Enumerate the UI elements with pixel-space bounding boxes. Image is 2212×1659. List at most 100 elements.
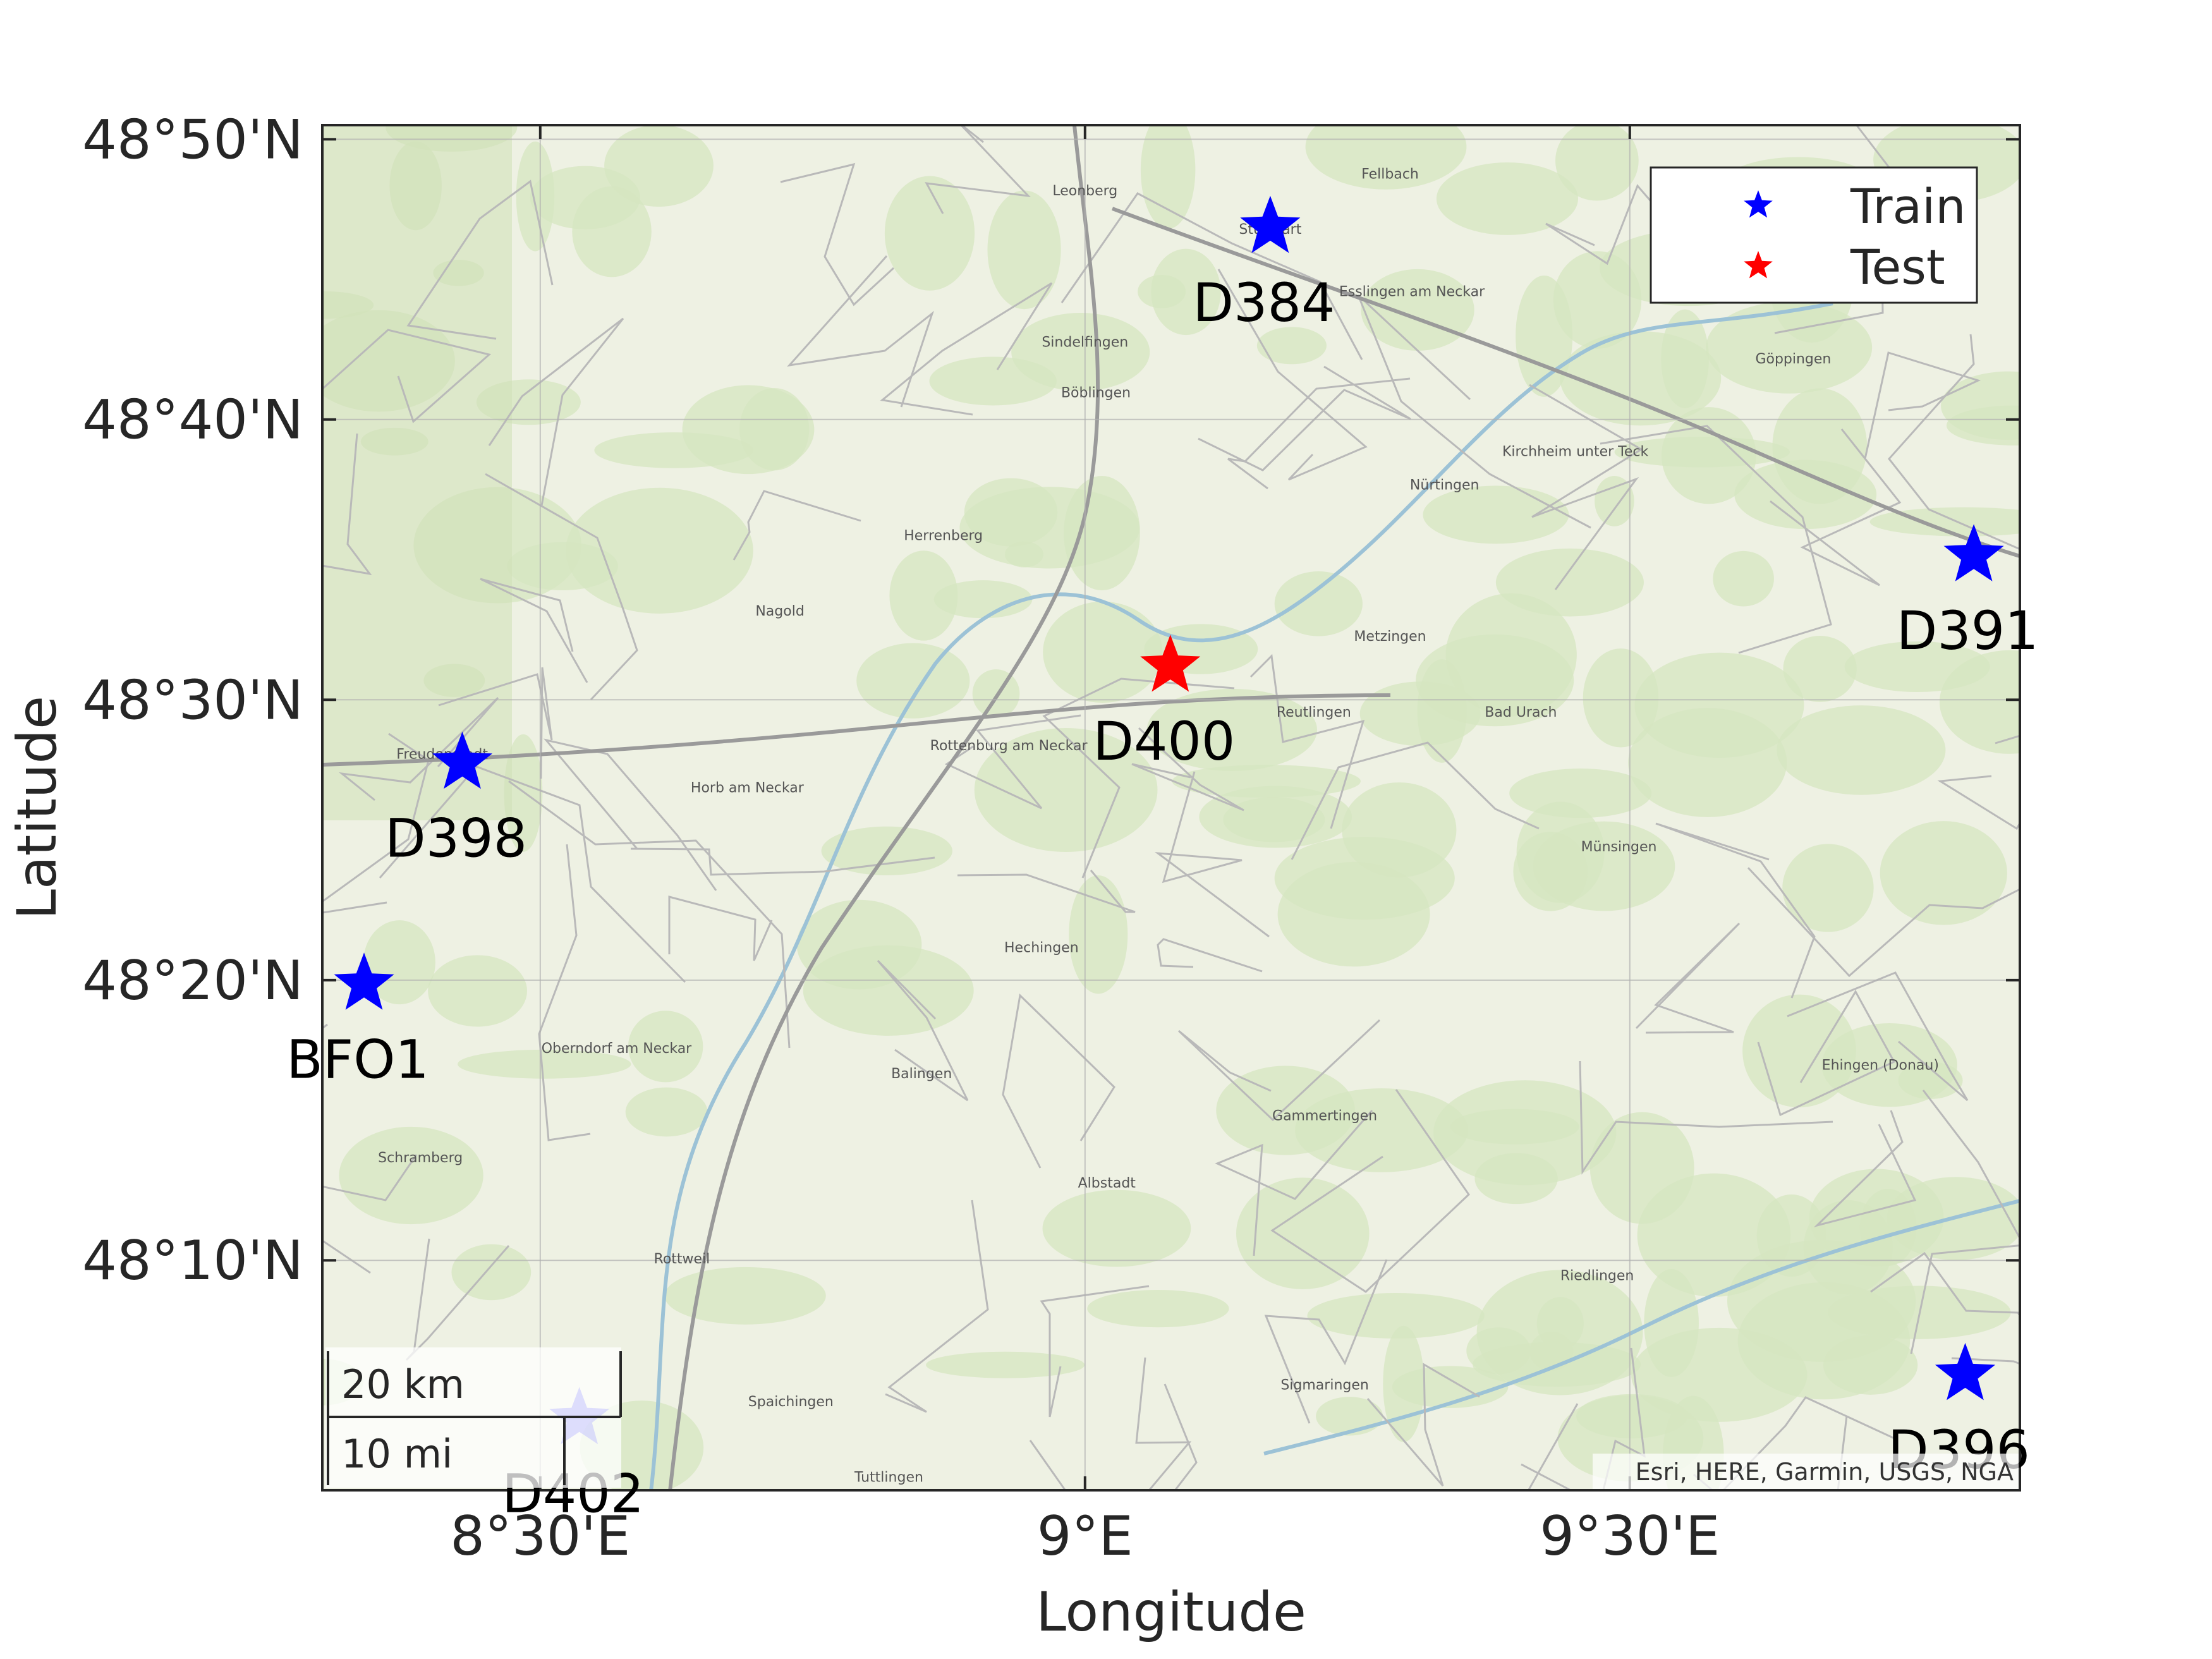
road-line xyxy=(787,255,934,408)
road-line xyxy=(1264,1259,1388,1424)
forest-patch xyxy=(1513,832,1588,911)
town-label: Rottenburg am Neckar xyxy=(930,738,1088,754)
black-forest-area xyxy=(322,125,512,820)
forest-patch xyxy=(1713,550,1774,607)
forest-patch xyxy=(1898,1062,1963,1099)
town-label: Spaichingen xyxy=(748,1394,834,1410)
forest-patch xyxy=(458,1049,631,1079)
road-line xyxy=(322,1154,418,1201)
road-line xyxy=(732,490,861,561)
forest-patch xyxy=(451,1244,532,1301)
road-line xyxy=(1527,1403,1579,1490)
forest-patch xyxy=(339,1126,483,1225)
road-line xyxy=(1002,993,1115,1169)
station-label-d400: D400 xyxy=(1093,710,1235,772)
legend-label-train: Train xyxy=(1850,178,1966,234)
station-marker-bfo1 xyxy=(334,952,394,1010)
forest-patch xyxy=(972,669,1020,718)
road-line xyxy=(1270,1089,1470,1293)
town-label: Horb am Neckar xyxy=(691,781,805,796)
forest-patch xyxy=(1450,1109,1579,1145)
road-line xyxy=(1757,989,1896,1117)
forest-patch xyxy=(964,478,1058,547)
road-line xyxy=(1870,1251,2020,1318)
forest-patch xyxy=(884,176,975,291)
forest-patch xyxy=(1138,275,1186,308)
road-line xyxy=(379,765,686,983)
town-label: Herrenberg xyxy=(904,528,983,544)
forest-patch xyxy=(1316,1397,1383,1436)
road-line xyxy=(1249,653,1365,829)
station-label-d391: D391 xyxy=(1897,600,2039,662)
town-label: Albstadt xyxy=(1078,1176,1136,1191)
motorway-line xyxy=(668,125,1100,1490)
forest-patch xyxy=(1295,1088,1468,1172)
forest-patch xyxy=(664,1267,826,1325)
forest-patch xyxy=(929,356,1057,406)
town-label: Nagold xyxy=(755,604,804,619)
station-label-d384: D384 xyxy=(1193,272,1335,334)
station-marker-d400 xyxy=(1140,635,1201,692)
road-line xyxy=(1029,1357,1192,1490)
forest-patch xyxy=(803,945,974,1036)
station-marker-d396 xyxy=(1935,1342,1995,1401)
town-label: Bad Urach xyxy=(1485,705,1557,720)
basemap-town-labels: StuttgartLeonbergFellbachEsslingen am Ne… xyxy=(378,166,1939,1485)
road-line xyxy=(1131,727,1244,811)
forest-patches xyxy=(322,125,2020,1490)
town-label: Reutlingen xyxy=(1277,705,1351,720)
forest-patch xyxy=(1140,125,1196,229)
road-line xyxy=(957,870,1136,913)
x-tick-label: 9°30'E xyxy=(1540,1505,1720,1568)
town-label: Esslingen am Neckar xyxy=(1339,284,1485,300)
forest-patch xyxy=(1734,459,1877,530)
town-label: Schramberg xyxy=(378,1150,463,1166)
forest-patch xyxy=(1274,571,1363,636)
forest-patch xyxy=(1783,635,1857,702)
road-line xyxy=(880,282,1053,416)
road-line xyxy=(1600,425,1832,654)
legend-marker-test xyxy=(1744,251,1773,279)
forest-patch xyxy=(1560,331,1722,426)
station-marker-d384 xyxy=(1240,195,1301,253)
forest-patch xyxy=(1555,125,1639,201)
road-line xyxy=(885,1200,989,1413)
road-line xyxy=(406,179,554,340)
town-label: Münsingen xyxy=(1581,839,1657,855)
forest-patch xyxy=(889,550,958,641)
road-line xyxy=(1635,922,1741,1034)
town-label: Sigmaringen xyxy=(1280,1377,1369,1393)
forest-patch xyxy=(682,385,815,475)
station-label-d398: D398 xyxy=(385,808,527,870)
motorway-line xyxy=(1111,207,2020,558)
road-line xyxy=(485,473,638,701)
road-line xyxy=(322,433,372,576)
river-line xyxy=(649,301,1833,1490)
forest-patch xyxy=(1043,601,1163,703)
y-tick-label: 48°10'N xyxy=(82,1229,303,1292)
scale-bar: 20 km 10 mi xyxy=(325,1347,622,1488)
station-marker-d398 xyxy=(432,731,493,789)
forest-patch xyxy=(1146,688,1318,771)
attribution-background xyxy=(1593,1454,2019,1489)
town-label: Metzingen xyxy=(1354,629,1426,645)
forest-patch xyxy=(1359,681,1481,746)
forest-patch xyxy=(1256,327,1327,365)
forest-patch xyxy=(1782,844,1874,932)
town-label: Nürtingen xyxy=(1410,478,1480,494)
forest-patch xyxy=(1087,1289,1229,1328)
road-line xyxy=(1157,938,1263,973)
forest-patch xyxy=(625,1087,708,1137)
town-label: Böblingen xyxy=(1061,385,1131,401)
x-axis-label: Longitude xyxy=(1036,1581,1306,1644)
forest-patch xyxy=(1305,125,1467,190)
y-tick-label: 48°50'N xyxy=(82,108,303,171)
road-line xyxy=(1864,351,1981,459)
road-line xyxy=(1291,741,1540,860)
town-label: Fellbach xyxy=(1361,166,1419,182)
road-line xyxy=(1215,1110,1373,1256)
road-line xyxy=(1164,1383,1198,1490)
road-line xyxy=(1770,428,1902,586)
axes-frame xyxy=(321,124,2021,1492)
town-label: Ehingen (Donau) xyxy=(1822,1058,1939,1074)
